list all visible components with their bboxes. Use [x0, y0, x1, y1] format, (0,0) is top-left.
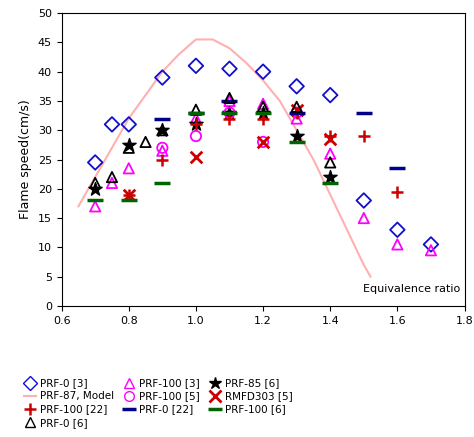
Point — [226, 97, 233, 104]
Point — [158, 127, 166, 134]
Point — [393, 226, 401, 233]
Point — [192, 115, 200, 122]
Point — [108, 121, 116, 128]
Point — [226, 65, 233, 72]
Point — [259, 139, 267, 146]
Point — [293, 106, 301, 113]
Point — [158, 127, 166, 134]
Point — [108, 173, 116, 180]
Point — [327, 92, 334, 99]
Point — [259, 115, 267, 122]
Point — [192, 132, 200, 139]
Point — [226, 109, 233, 116]
Point — [192, 109, 200, 116]
Point — [427, 241, 435, 248]
Point — [293, 132, 301, 139]
Point — [327, 159, 334, 166]
Point — [192, 106, 200, 113]
Point — [293, 109, 301, 116]
Point — [293, 109, 301, 116]
Point — [125, 197, 133, 204]
Point — [158, 74, 166, 81]
Point — [158, 144, 166, 151]
Point — [259, 109, 267, 116]
Point — [91, 159, 99, 166]
Point — [192, 121, 200, 128]
Point — [259, 139, 267, 146]
Y-axis label: Flame speed(cm/s): Flame speed(cm/s) — [19, 100, 32, 219]
Point — [259, 68, 267, 75]
Point — [125, 144, 133, 151]
Point — [327, 180, 334, 187]
Point — [226, 97, 233, 104]
Point — [393, 188, 401, 195]
Point — [226, 94, 233, 101]
Point — [142, 139, 149, 146]
Point — [158, 156, 166, 163]
Point — [327, 135, 334, 142]
Point — [125, 121, 133, 128]
Point — [192, 153, 200, 160]
Point — [125, 191, 133, 198]
Point — [91, 203, 99, 210]
Point — [327, 173, 334, 180]
Point — [393, 241, 401, 248]
Text: Equivalence ratio: Equivalence ratio — [363, 284, 460, 294]
Point — [158, 115, 166, 122]
Point — [91, 180, 99, 187]
Point — [427, 247, 435, 254]
Point — [226, 109, 233, 116]
Point — [360, 215, 367, 222]
Point — [192, 62, 200, 69]
Point — [293, 83, 301, 90]
Point — [327, 150, 334, 157]
Point — [393, 165, 401, 172]
Point — [108, 180, 116, 187]
Point — [293, 109, 301, 116]
Point — [360, 109, 367, 116]
Point — [125, 142, 133, 149]
Point — [259, 101, 267, 108]
Point — [158, 147, 166, 154]
Point — [91, 197, 99, 204]
Point — [259, 103, 267, 110]
Point — [125, 165, 133, 172]
Point — [125, 191, 133, 198]
Point — [226, 109, 233, 116]
Point — [293, 115, 301, 122]
Point — [259, 109, 267, 116]
Point — [360, 197, 367, 204]
Point — [226, 115, 233, 122]
Point — [293, 103, 301, 110]
Point — [360, 132, 367, 139]
Point — [192, 109, 200, 116]
Point — [158, 180, 166, 187]
Point — [91, 185, 99, 192]
Legend: PRF-0 [3], PRF-87, Model, PRF-100 [22], PRF-0 [6], PRF-100 [3], PRF-100 [5], PRF: PRF-0 [3], PRF-87, Model, PRF-100 [22], … — [19, 374, 297, 432]
Point — [293, 139, 301, 146]
Point — [192, 121, 200, 128]
Point — [327, 132, 334, 139]
